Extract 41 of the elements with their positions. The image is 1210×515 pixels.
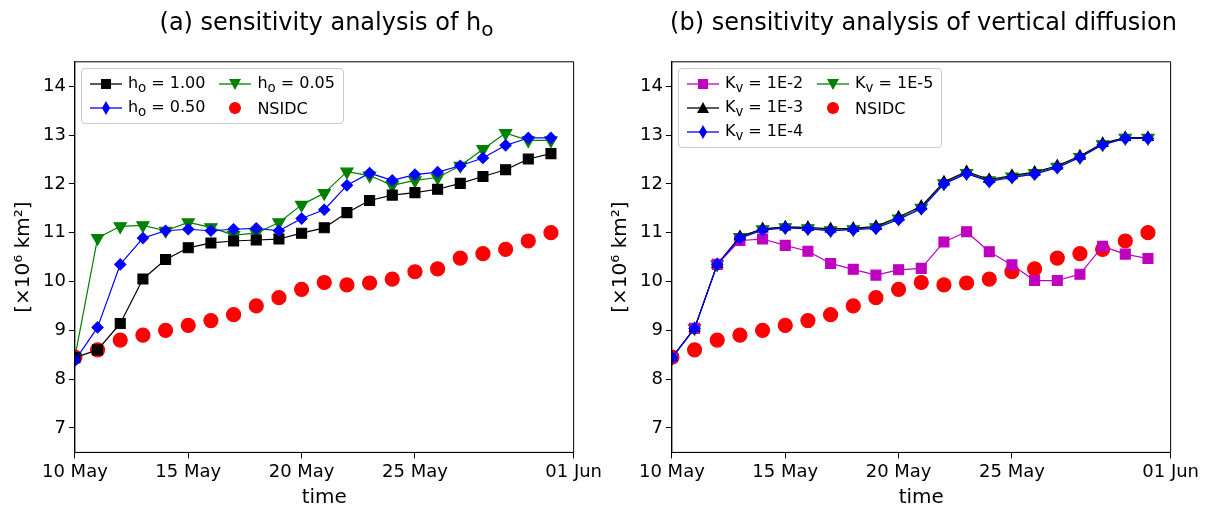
legend-label: h$_{o}$ = 0.50: [127, 96, 206, 120]
y-tick-label: 11: [640, 220, 663, 242]
x-axis-title: time: [898, 484, 944, 509]
chart-title: (b) sensitivity analysis of vertical diffusion: [669, 8, 1178, 38]
x-tick-label: 20 May: [268, 459, 335, 481]
x-tick-label: 10 May: [41, 459, 109, 481]
y-tick-label: 14: [43, 73, 66, 95]
x-tick-label: 01 Jun: [1142, 459, 1200, 481]
y-tick-label: 7: [651, 415, 663, 437]
y-tick-label: 9: [54, 318, 66, 340]
y-tick-label: 8: [54, 366, 66, 388]
x-tick-label: 10 May: [638, 459, 706, 481]
legend-label: h$_{o}$ = 1.00: [127, 72, 206, 95]
y-tick-label: 12: [43, 171, 66, 193]
y-tick-label: 8: [651, 366, 663, 388]
y-tick-label: 7: [54, 415, 66, 437]
y-axis-title: [×10⁶ km²]: [10, 201, 35, 313]
legend-label: K$_{v}$ = 1E-3: [724, 96, 804, 120]
x-tick-label: 25 May: [382, 459, 449, 481]
x-tick-label: 01 Jun: [545, 459, 603, 481]
y-tick-label: 13: [640, 122, 663, 144]
x-tick-label: 20 May: [865, 459, 932, 481]
x-axis-title: time: [301, 484, 347, 509]
chart-title: (a) sensitivity analysis of h$_{o}$: [158, 8, 495, 43]
legend-label: K$_{v}$ = 1E-2: [724, 72, 804, 95]
legend-label: h$_{o}$ = 0.05: [257, 72, 335, 95]
y-tick-label: 10: [43, 269, 66, 291]
legend-label: NSIDC: [855, 98, 906, 118]
x-tick-label: 15 May: [155, 459, 222, 481]
y-tick-label: 14: [640, 73, 663, 95]
y-tick-label: 9: [651, 318, 663, 340]
x-tick-label: 15 May: [752, 459, 819, 481]
legend-label: K$_{v}$ = 1E-5: [855, 72, 934, 95]
y-axis-title: [×10⁶ km²]: [607, 201, 632, 313]
legend-label: NSIDC: [257, 98, 308, 118]
y-tick-label: 13: [43, 122, 66, 144]
y-tick-label: 10: [640, 269, 663, 291]
y-tick-label: 12: [640, 171, 663, 193]
x-tick-label: 25 May: [979, 459, 1046, 481]
y-tick-label: 11: [43, 220, 66, 242]
legend-label: K$_{v}$ = 1E-4: [724, 121, 804, 144]
